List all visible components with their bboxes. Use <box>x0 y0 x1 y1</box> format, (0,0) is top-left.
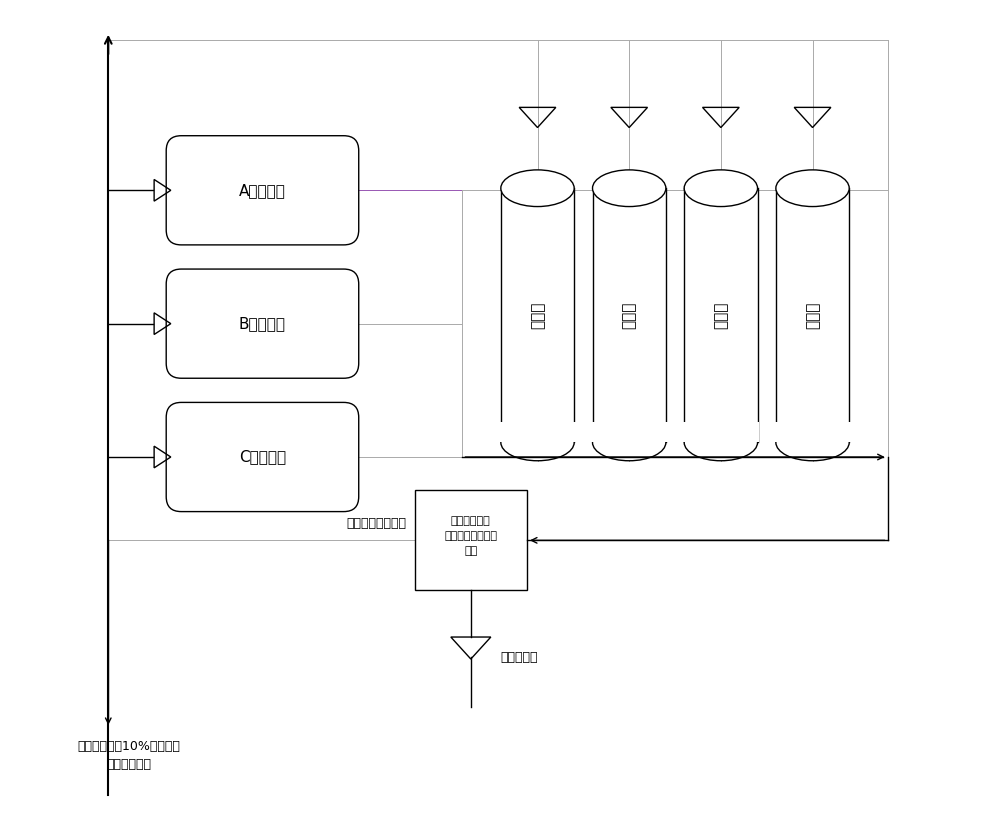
Text: 沉淀罐: 沉淀罐 <box>530 302 545 329</box>
Text: 沉淀罐: 沉淀罐 <box>713 302 728 329</box>
Text: 沉淀罐: 沉淀罐 <box>622 302 637 329</box>
Bar <box>501 188 574 442</box>
Ellipse shape <box>501 169 574 206</box>
Bar <box>776 188 849 442</box>
Bar <box>593 188 666 442</box>
Ellipse shape <box>776 424 849 461</box>
Bar <box>684 188 758 442</box>
Ellipse shape <box>593 424 666 461</box>
Text: 底流浆回收: 底流浆回收 <box>500 650 538 664</box>
Ellipse shape <box>684 169 758 206</box>
Text: 沉淀罐: 沉淀罐 <box>805 302 820 329</box>
Ellipse shape <box>776 169 849 206</box>
Text: 碱液回收装置
（或再生液回收装
置）: 碱液回收装置 （或再生液回收装 置） <box>444 516 497 556</box>
Text: C换热装置: C换热装置 <box>239 450 286 465</box>
Text: 上层碱液循环利用: 上层碱液循环利用 <box>346 517 406 530</box>
Bar <box>499 422 576 442</box>
Ellipse shape <box>593 169 666 206</box>
Ellipse shape <box>684 424 758 461</box>
FancyBboxPatch shape <box>166 136 359 245</box>
Text: A换热装置: A换热装置 <box>239 183 286 198</box>
Bar <box>591 422 668 442</box>
Bar <box>683 422 759 442</box>
Text: B换热装置: B换热装置 <box>239 316 286 331</box>
Bar <box>774 422 851 442</box>
FancyBboxPatch shape <box>166 403 359 512</box>
Ellipse shape <box>501 424 574 461</box>
Bar <box>415 490 527 591</box>
Text: 碱液浓度低于10%后排入下
工序废水处理: 碱液浓度低于10%后排入下 工序废水处理 <box>78 740 181 771</box>
FancyBboxPatch shape <box>166 269 359 378</box>
